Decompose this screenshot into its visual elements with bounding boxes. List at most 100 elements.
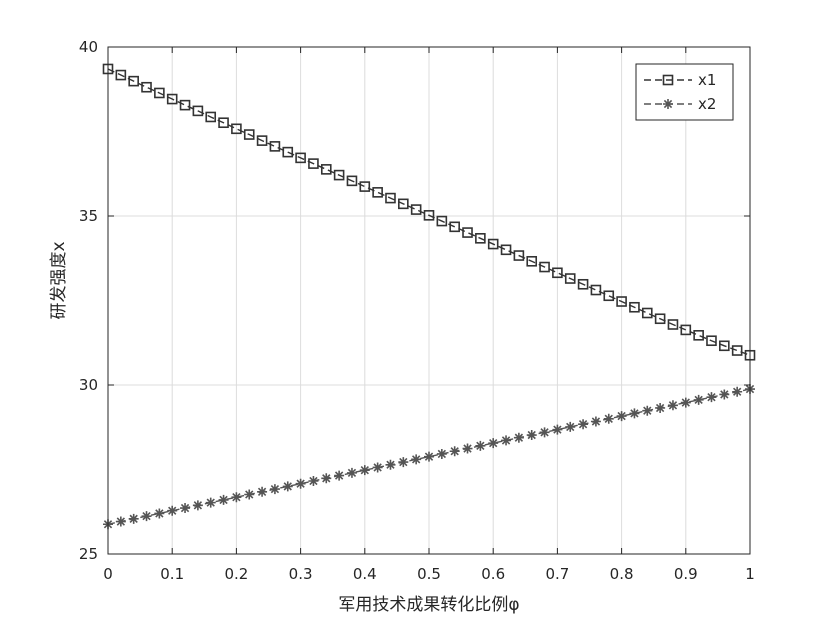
data-point-x2 (590, 416, 601, 427)
data-point-x2 (706, 392, 717, 403)
legend-marker-x2 (663, 99, 673, 109)
data-point-x1 (320, 164, 332, 175)
data-point-x1 (410, 204, 422, 215)
data-point-x1 (166, 93, 178, 105)
data-point-x1 (423, 210, 435, 221)
legend-sample-x1 (644, 74, 692, 86)
data-point-x1 (346, 175, 358, 187)
data-point-x1 (359, 181, 371, 192)
y-tick-label: 30 (79, 376, 98, 394)
y-tick-label: 40 (79, 38, 98, 56)
data-point-x1 (487, 238, 499, 250)
legend: x1 x2 (635, 63, 734, 121)
data-point-x1 (706, 335, 717, 347)
x-tick-label: 0.9 (674, 565, 698, 583)
data-point-x1 (231, 123, 242, 135)
data-point-x2 (192, 500, 203, 511)
data-point-x1 (436, 215, 448, 227)
data-point-x1 (500, 244, 512, 256)
data-point-x2 (513, 432, 524, 443)
data-point-x2 (411, 454, 422, 465)
data-point-x1 (243, 129, 255, 140)
data-point-x2 (372, 462, 383, 473)
data-point-x2 (578, 419, 589, 430)
data-point-x1 (398, 198, 409, 210)
data-point-x1 (539, 261, 550, 273)
data-point-x2 (526, 430, 537, 441)
data-point-x2 (269, 484, 280, 495)
x-axis-label: 军用技术成果转化比例φ (338, 595, 519, 615)
data-point-x2 (141, 511, 152, 522)
data-point-x1 (372, 187, 383, 198)
data-point-x2 (462, 443, 473, 454)
data-point-x2 (436, 448, 447, 459)
data-point-x2 (693, 394, 704, 405)
data-point-x2 (629, 408, 640, 419)
data-point-x1 (141, 81, 152, 93)
data-point-x2 (167, 505, 178, 516)
data-point-x1 (205, 111, 217, 123)
data-point-x1 (282, 146, 294, 158)
data-point-x1 (680, 324, 692, 336)
legend-entry-x1: x1 (644, 71, 716, 89)
data-point-x1 (269, 141, 281, 152)
x-tick-label: 0.5 (417, 565, 441, 583)
data-point-x2 (282, 481, 293, 492)
data-point-x2 (667, 400, 678, 411)
legend-box (635, 63, 734, 121)
data-point-x1 (295, 152, 306, 164)
data-point-x2 (475, 440, 486, 451)
data-point-x2 (218, 494, 229, 505)
data-point-x2 (539, 427, 550, 438)
data-point-x1 (577, 278, 589, 290)
data-point-x2 (231, 492, 242, 503)
data-point-x2 (680, 397, 691, 408)
legend-entry-x2: x2 (644, 95, 716, 113)
data-point-x2 (398, 457, 409, 468)
data-point-x2 (424, 451, 434, 462)
data-point-x2 (732, 386, 743, 397)
data-point-x1 (475, 233, 486, 244)
data-point-x2 (257, 486, 268, 497)
data-point-x2 (616, 411, 627, 422)
data-point-x2 (205, 497, 216, 508)
data-point-x1 (179, 99, 191, 111)
data-point-x1 (449, 221, 460, 233)
x-tick-label: 1 (745, 565, 755, 583)
data-point-x2 (128, 513, 139, 524)
data-point-x2 (488, 438, 499, 449)
data-point-x1 (513, 250, 525, 261)
data-point-x1 (641, 307, 653, 319)
data-point-x2 (334, 470, 345, 481)
data-point-x1 (654, 313, 666, 325)
data-point-x1 (693, 330, 704, 341)
data-point-x1 (667, 319, 679, 330)
data-point-x1 (719, 340, 730, 352)
data-point-x2 (308, 475, 319, 486)
x-tick-label: 0.2 (224, 565, 248, 583)
data-point-x2 (346, 467, 357, 478)
data-point-x1 (564, 273, 576, 284)
x-tick-label: 0.7 (545, 565, 569, 583)
data-point-x2 (449, 446, 460, 457)
data-point-x1 (616, 296, 627, 307)
series-x2 (103, 384, 755, 530)
legend-marker-x1 (662, 74, 674, 86)
y-axis-label: 研发强度x (49, 241, 69, 319)
data-point-x2 (180, 503, 191, 514)
data-point-x2 (655, 402, 666, 413)
data-point-x2 (565, 421, 576, 432)
data-point-x2 (385, 459, 396, 470)
y-tick-label: 25 (79, 545, 98, 563)
axes: 0 0.1 0.2 0.3 0.4 0.5 0.6 0.7 0.8 0.9 1 25 30 35 40 (79, 38, 755, 583)
x-tick-label: 0.3 (289, 565, 313, 583)
data-point-x2 (115, 516, 126, 527)
x-tick-label: 0.6 (481, 565, 505, 583)
data-point-x1 (385, 192, 396, 204)
x-tick-label: 0.8 (610, 565, 634, 583)
data-point-x1 (256, 135, 268, 146)
data-point-x1 (552, 267, 563, 279)
data-point-x2 (321, 473, 332, 484)
y-tick-label: 35 (79, 207, 98, 225)
